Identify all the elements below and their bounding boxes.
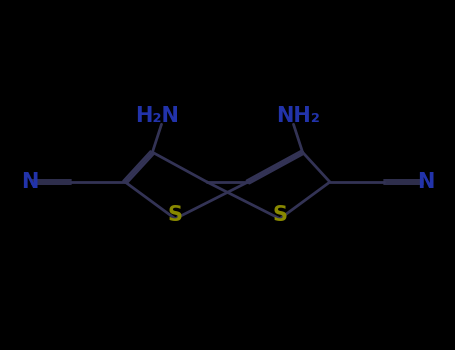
Text: NH₂: NH₂ <box>276 105 320 126</box>
Text: N: N <box>417 172 434 192</box>
Text: H₂N: H₂N <box>135 105 179 126</box>
Text: N: N <box>21 172 38 192</box>
Text: S: S <box>273 205 287 225</box>
Text: S: S <box>168 205 182 225</box>
